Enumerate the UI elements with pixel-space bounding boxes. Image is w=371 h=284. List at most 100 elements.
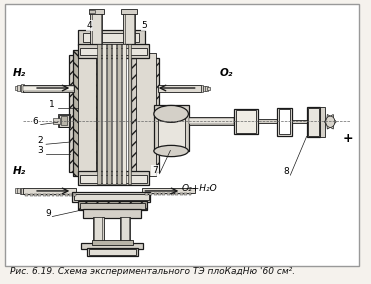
Bar xyxy=(158,193,161,195)
Bar xyxy=(22,84,24,92)
Text: 3: 3 xyxy=(38,146,43,155)
Bar xyxy=(207,87,210,90)
Bar xyxy=(92,12,101,45)
Bar xyxy=(188,117,234,125)
Text: O₂+H₂O: O₂+H₂O xyxy=(181,184,217,193)
Polygon shape xyxy=(324,114,336,129)
Bar xyxy=(47,194,50,196)
Bar xyxy=(158,85,201,92)
Bar xyxy=(122,44,127,184)
Text: 6: 6 xyxy=(32,117,38,126)
Bar xyxy=(188,193,191,195)
Bar xyxy=(59,115,69,127)
Bar xyxy=(309,108,319,135)
Bar xyxy=(78,201,147,210)
Bar xyxy=(89,10,95,12)
Bar xyxy=(236,110,256,133)
Bar xyxy=(171,193,174,195)
Ellipse shape xyxy=(154,145,188,156)
Bar xyxy=(136,53,156,176)
Bar xyxy=(43,194,46,196)
Bar xyxy=(257,119,278,123)
Bar xyxy=(52,194,55,196)
Bar xyxy=(162,193,165,195)
Bar xyxy=(69,55,99,172)
Bar xyxy=(158,112,185,148)
Bar xyxy=(91,12,102,45)
Bar xyxy=(142,187,195,193)
Bar xyxy=(119,217,131,246)
Bar xyxy=(123,12,135,45)
Bar xyxy=(23,86,74,91)
Bar xyxy=(154,193,157,195)
Bar xyxy=(95,217,102,246)
Bar xyxy=(79,175,147,183)
Bar xyxy=(97,44,101,184)
Text: 4: 4 xyxy=(87,21,92,30)
Bar xyxy=(79,203,145,209)
Bar xyxy=(93,217,104,246)
Text: H₂: H₂ xyxy=(13,68,26,78)
Bar xyxy=(83,33,139,42)
Text: 9: 9 xyxy=(45,209,51,218)
Text: +: + xyxy=(343,132,354,145)
Text: 8: 8 xyxy=(283,167,289,176)
Bar xyxy=(53,118,60,124)
Ellipse shape xyxy=(326,116,335,128)
Bar xyxy=(69,194,72,196)
Bar xyxy=(128,44,131,184)
Bar xyxy=(125,12,134,45)
Bar xyxy=(15,86,18,90)
Bar xyxy=(17,188,20,193)
Bar xyxy=(17,85,20,91)
Bar xyxy=(234,109,257,134)
Bar xyxy=(60,116,67,125)
Bar xyxy=(22,188,24,194)
Bar xyxy=(78,171,148,185)
Bar xyxy=(205,86,208,91)
Text: O₂: O₂ xyxy=(220,68,233,78)
Bar xyxy=(15,188,18,193)
Bar xyxy=(60,194,63,196)
Bar xyxy=(74,194,148,201)
Bar xyxy=(121,9,137,14)
Text: 5: 5 xyxy=(141,21,147,30)
Bar xyxy=(73,50,97,176)
Bar xyxy=(277,108,292,135)
Text: 2: 2 xyxy=(38,136,43,145)
Bar xyxy=(184,193,187,195)
Bar xyxy=(167,193,170,195)
Bar xyxy=(201,85,203,92)
Bar xyxy=(112,44,116,184)
Bar xyxy=(79,47,147,55)
Bar xyxy=(78,30,145,45)
Bar xyxy=(188,118,234,124)
Bar xyxy=(20,188,23,194)
Bar xyxy=(279,109,290,134)
Text: Рис. 6.19. Схема экспериментального ТЭ плоКадНю '60 см².: Рис. 6.19. Схема экспериментального ТЭ п… xyxy=(10,268,296,276)
Text: 1: 1 xyxy=(49,100,55,109)
Text: 7: 7 xyxy=(152,166,158,175)
Bar xyxy=(149,193,152,195)
Bar xyxy=(25,194,28,196)
Bar xyxy=(34,194,37,196)
Bar xyxy=(180,193,183,195)
Bar xyxy=(175,193,178,195)
Bar xyxy=(72,192,150,202)
Bar xyxy=(30,194,33,196)
Bar xyxy=(78,48,96,180)
Bar xyxy=(87,248,138,256)
Bar xyxy=(23,85,74,92)
Bar xyxy=(92,241,133,245)
Bar xyxy=(39,194,42,196)
Bar xyxy=(78,43,148,58)
Bar xyxy=(321,106,325,137)
Bar xyxy=(102,44,106,184)
Bar xyxy=(81,243,143,249)
Text: H₂: H₂ xyxy=(13,166,26,176)
Bar xyxy=(121,217,129,246)
Bar xyxy=(154,105,188,151)
Bar xyxy=(107,44,111,184)
Ellipse shape xyxy=(154,105,188,122)
Bar xyxy=(117,44,121,184)
